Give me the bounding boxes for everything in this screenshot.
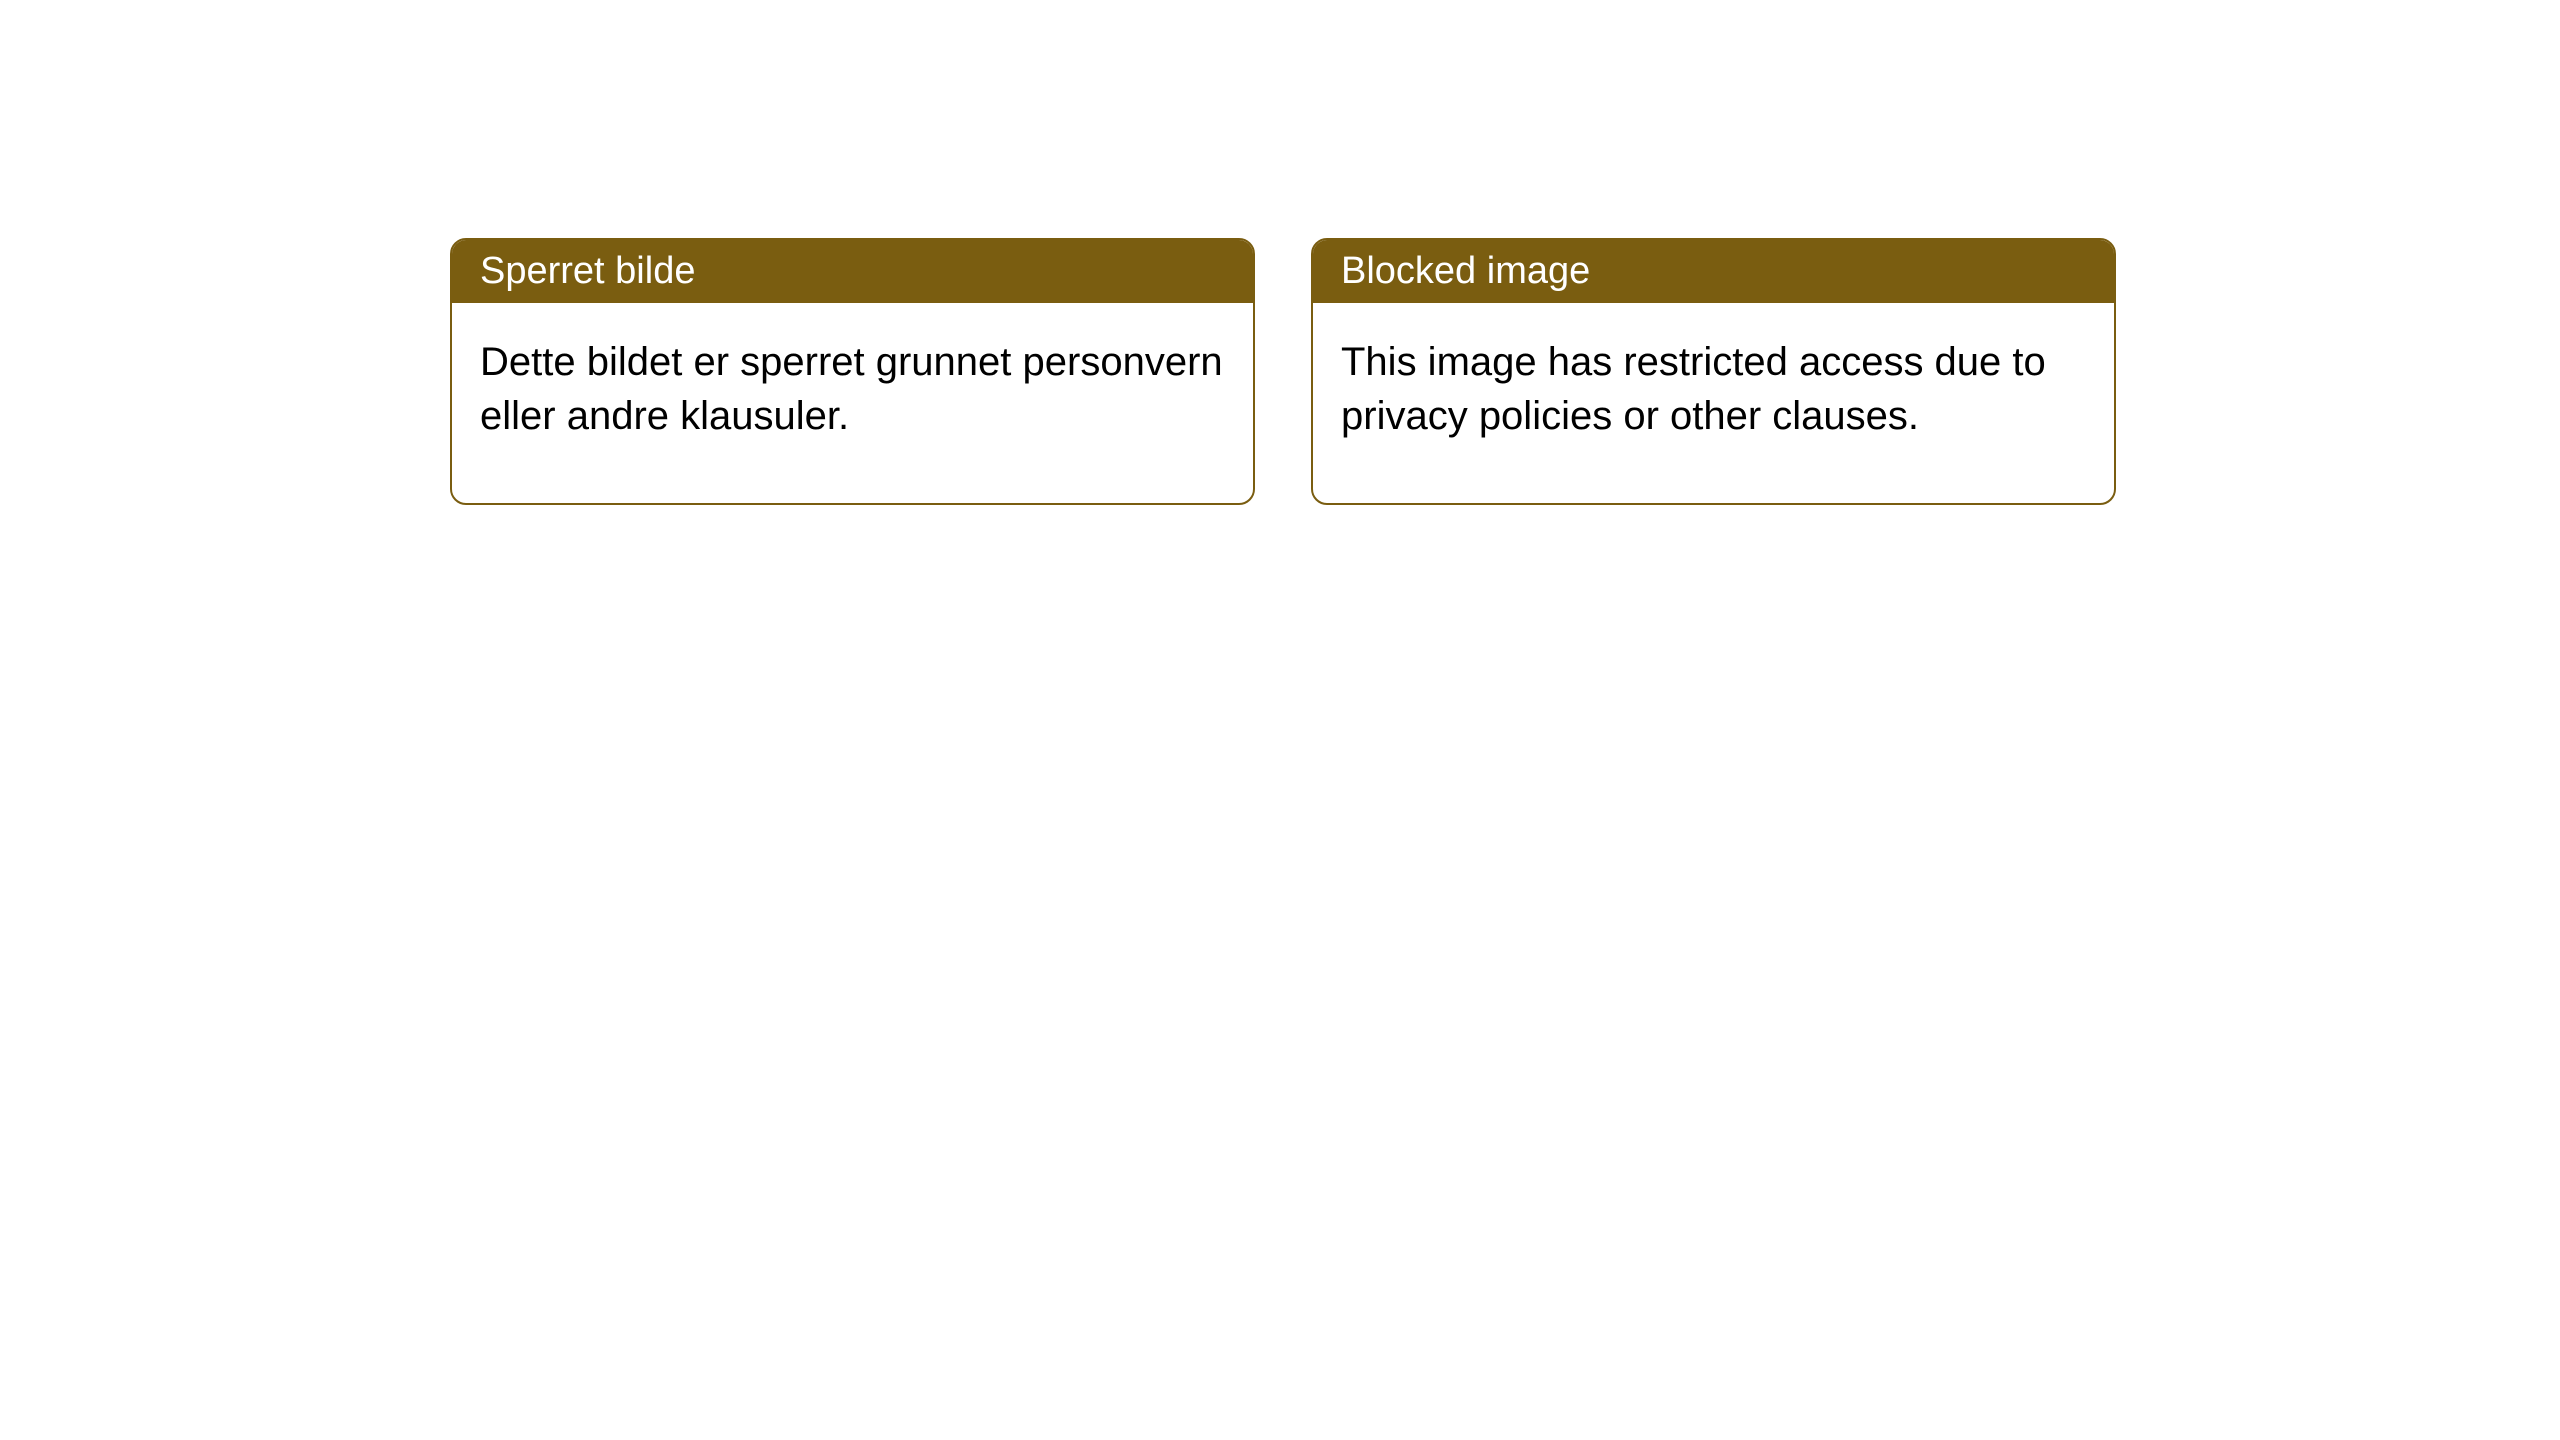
notice-card-norwegian: Sperret bilde Dette bildet er sperret gr… [450,238,1255,505]
notice-body: This image has restricted access due to … [1313,303,2114,503]
notice-card-english: Blocked image This image has restricted … [1311,238,2116,505]
notice-body-text: Dette bildet er sperret grunnet personve… [480,340,1223,438]
notice-header: Blocked image [1313,240,2114,303]
notice-cards-container: Sperret bilde Dette bildet er sperret gr… [450,238,2116,505]
notice-header: Sperret bilde [452,240,1253,303]
notice-body-text: This image has restricted access due to … [1341,340,2046,438]
notice-title: Blocked image [1341,250,1590,292]
notice-title: Sperret bilde [480,250,695,292]
notice-body: Dette bildet er sperret grunnet personve… [452,303,1253,503]
